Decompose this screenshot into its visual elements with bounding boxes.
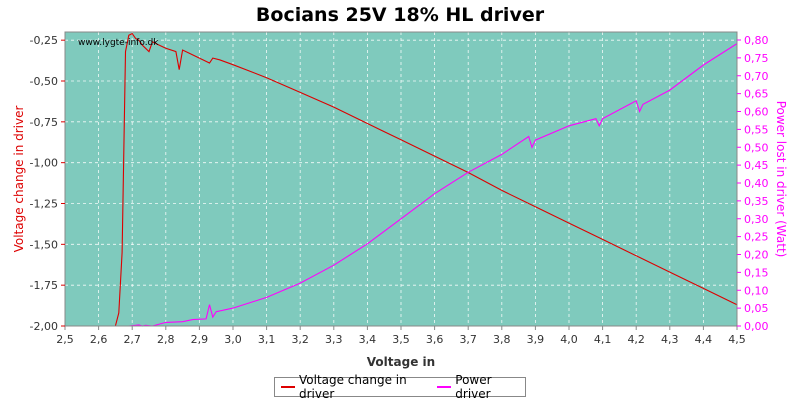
y-right-tick-label: 0,00 <box>744 320 769 333</box>
grid-lines <box>65 32 737 327</box>
x-tick-label: 2,6 <box>90 333 108 346</box>
y-right-tick-label: 0,75 <box>744 52 769 65</box>
x-tick-label: 4,4 <box>695 333 713 346</box>
x-tick-label: 2,7 <box>123 333 141 346</box>
legend-item-voltage-change: Voltage change in driver <box>281 373 427 401</box>
y-right-tick-label: 0,60 <box>744 106 769 119</box>
y-right-tick-label: 0,25 <box>744 231 769 244</box>
y-left-tick-label: -2,00 <box>30 320 58 333</box>
legend-swatch-power-driver <box>437 386 452 388</box>
y-right-tick-label: 0,15 <box>744 266 769 279</box>
series-layer <box>114 32 738 327</box>
x-tick-label: 3,3 <box>325 333 343 346</box>
x-tick-label: 4,2 <box>627 333 645 346</box>
y-right-tick-label: 0,20 <box>744 249 769 262</box>
y-left-tick-label: -1,25 <box>30 198 58 211</box>
y-left-tick-label: -0,50 <box>30 75 58 88</box>
watermark: www.lygte-info.dk <box>78 38 159 48</box>
x-axis-ticks: 2,5 2,6 2,7 2,8 2,9 3,0 3,1 3,2 3,3 3,4 3,5 3,6 3,7 3… <box>56 326 746 346</box>
y-left-axis-title: Voltage change in driver <box>12 106 26 253</box>
x-tick-label: 4,3 <box>661 333 679 346</box>
y-right-tick-label: 0,55 <box>744 123 769 136</box>
x-tick-label: 4,0 <box>560 333 578 346</box>
x-tick-label: 3,0 <box>224 333 242 346</box>
y-right-tick-label: 0,80 <box>744 34 769 47</box>
x-tick-label: 3,7 <box>459 333 477 346</box>
y-right-tick-label: 0,05 <box>744 302 769 315</box>
x-tick-label: 3,8 <box>493 333 511 346</box>
x-tick-label: 3,6 <box>426 333 444 346</box>
y-right-tick-label: 0,45 <box>744 159 769 172</box>
x-tick-label: 3,5 <box>392 333 410 346</box>
chart-title: Bocians 25V 18% HL driver <box>255 4 545 26</box>
y-left-axis-ticks: -0,25 -0,50 -0,75 -1,00 -1,25 -1,50 -1,75 -2,00 <box>30 34 65 333</box>
x-axis-title: Voltage in <box>367 355 435 369</box>
legend-label-power-driver: Power driver <box>455 373 492 401</box>
x-tick-label: 3,2 <box>291 333 309 346</box>
y-right-tick-label: 0,40 <box>744 177 769 190</box>
y-right-axis-title: Power lost in driver (Watt) <box>774 101 788 258</box>
y-right-tick-label: 0,35 <box>744 195 769 208</box>
series-line-voltage-change <box>114 32 738 327</box>
x-tick-label: 3,9 <box>527 333 545 346</box>
y-left-tick-label: -1,75 <box>30 279 58 292</box>
x-tick-label: 2,8 <box>157 333 175 346</box>
x-tick-label: 4,1 <box>594 333 612 346</box>
x-tick-label: 4,5 <box>728 333 746 346</box>
x-tick-label: 3,4 <box>359 333 377 346</box>
y-right-tick-label: 0,30 <box>744 213 769 226</box>
y-left-tick-label: -0,75 <box>30 116 58 129</box>
x-tick-label: 2,9 <box>191 333 209 346</box>
series-line-power-driver <box>128 43 738 327</box>
y-left-tick-label: -1,00 <box>30 157 58 170</box>
y-right-axis-ticks: 0,80 0,75 0,70 0,65 0,60 0,55 0,50 0,45 0,40 0,35… <box>737 34 769 333</box>
legend-label-voltage-change: Voltage change in driver <box>298 373 407 401</box>
legend-swatch-voltage-change <box>281 386 295 388</box>
legend-item-power-driver: Power driver <box>437 373 521 401</box>
y-right-tick-label: 0,65 <box>744 88 769 101</box>
y-right-tick-label: 0,70 <box>744 70 769 83</box>
x-tick-label: 3,1 <box>258 333 276 346</box>
x-tick-label: 2,5 <box>56 333 74 346</box>
y-left-tick-label: -1,50 <box>30 238 58 251</box>
y-right-tick-label: 0,10 <box>744 284 769 297</box>
y-left-tick-label: -0,25 <box>30 34 58 47</box>
legend: Voltage change in driver Power driver <box>274 373 526 401</box>
y-right-tick-label: 0,50 <box>744 141 769 154</box>
